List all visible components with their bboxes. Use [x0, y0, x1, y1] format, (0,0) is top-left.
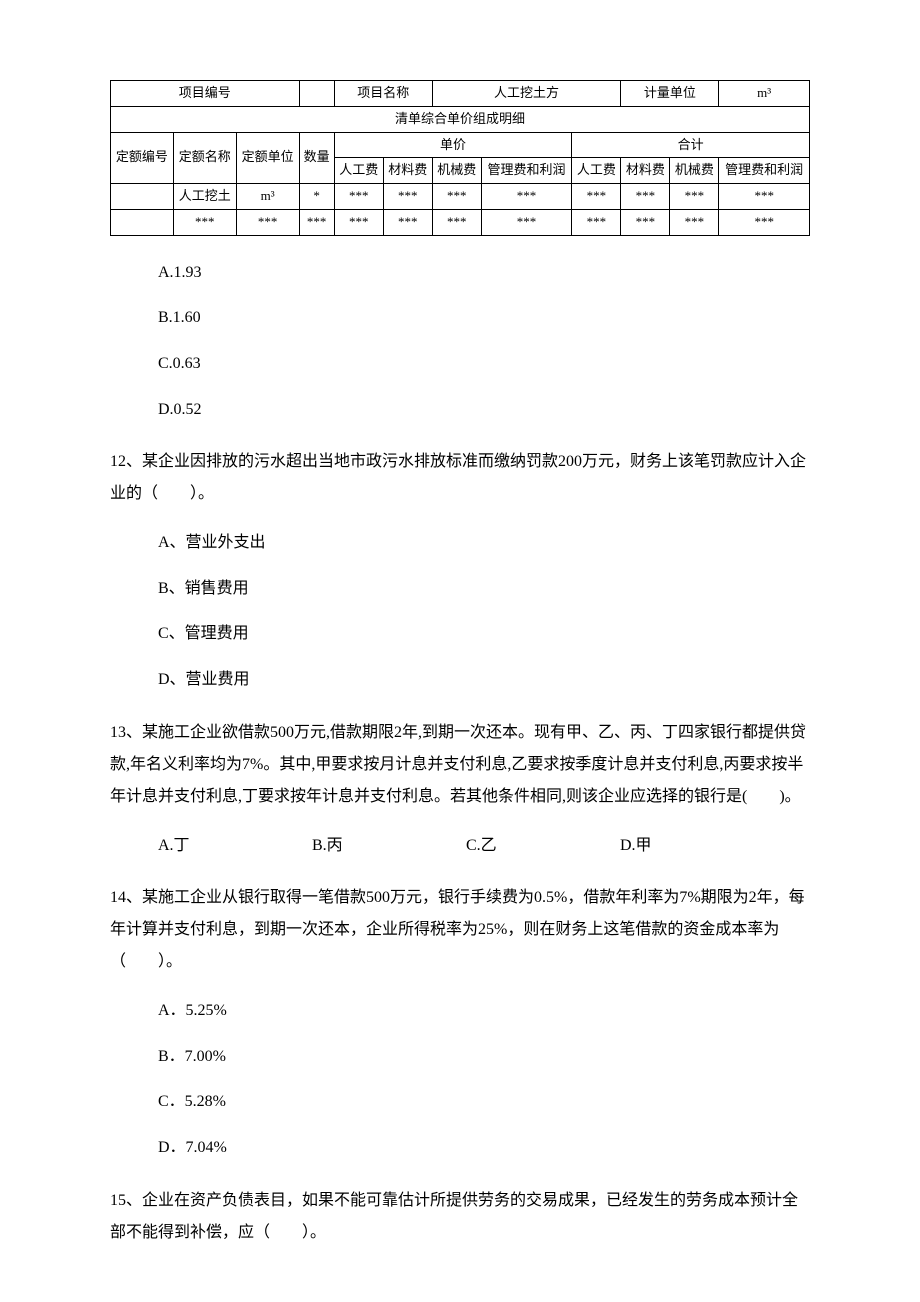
table-row: 人工挖土 m³ * *** *** *** *** *** *** *** **…	[111, 184, 810, 210]
table-row: *** *** *** *** *** *** *** *** *** *** …	[111, 209, 810, 235]
cell: ***	[481, 209, 572, 235]
cell: 人工挖土	[173, 184, 236, 210]
cell-unit-label: 计量单位	[621, 81, 719, 107]
cell-machine: 机械费	[432, 158, 481, 184]
option-d: D．7.04%	[158, 1135, 810, 1161]
q12-options: A、营业外支出 B、销售费用 C、管理费用 D、营业费用	[110, 530, 810, 692]
option-a: A．5.25%	[158, 998, 810, 1024]
question-13: 13、某施工企业欲借款500万元,借款期限2年,到期一次还本。现有甲、乙、丙、丁…	[110, 717, 810, 813]
cell-machine: 机械费	[670, 158, 719, 184]
document-page: 项目编号 项目名称 人工挖土方 计量单位 m³ 清单综合单价组成明细 定额编号 …	[0, 0, 920, 1297]
option-a: A.丁	[158, 833, 308, 859]
option-b: B、销售费用	[158, 576, 810, 602]
cell	[111, 209, 174, 235]
cell: ***	[670, 184, 719, 210]
cell-unit-value: m³	[719, 81, 810, 107]
cell-quantity: 数量	[299, 132, 334, 184]
option-b: B.丙	[312, 833, 462, 859]
table-row: 定额编号 定额名称 定额单位 数量 单价 合计	[111, 132, 810, 158]
cell	[111, 184, 174, 210]
cell: ***	[670, 209, 719, 235]
cell-detail-title: 清单综合单价组成明细	[111, 106, 810, 132]
option-c: C.0.63	[158, 351, 810, 377]
cell-unit-price: 单价	[334, 132, 572, 158]
option-b: B.1.60	[158, 305, 810, 331]
cell-quota-number: 定额编号	[111, 132, 174, 184]
cell-quota-unit: 定额单位	[236, 132, 299, 184]
cell: ***	[432, 184, 481, 210]
option-a: A.1.93	[158, 260, 810, 286]
question-12: 12、某企业因排放的污水超出当地市政污水排放标准而缴纳罚款200万元，财务上该笔…	[110, 446, 810, 510]
option-c: C、管理费用	[158, 621, 810, 647]
cell: m³	[236, 184, 299, 210]
question-15: 15、企业在资产负债表目，如果不能可靠估计所提供劳务的交易成果，已经发生的劳务成…	[110, 1185, 810, 1249]
cell-mgmt-profit: 管理费和利润	[719, 158, 810, 184]
option-c: C．5.28%	[158, 1089, 810, 1115]
cell: ***	[236, 209, 299, 235]
cell-material: 材料费	[383, 158, 432, 184]
cell-labor: 人工费	[572, 158, 621, 184]
table-row: 项目编号 项目名称 人工挖土方 计量单位 m³	[111, 81, 810, 107]
cell: ***	[432, 209, 481, 235]
option-b: B．7.00%	[158, 1044, 810, 1070]
cell-project-name-value: 人工挖土方	[432, 81, 621, 107]
cell: ***	[383, 209, 432, 235]
cell: ***	[334, 209, 383, 235]
cell: ***	[719, 184, 810, 210]
cell: ***	[299, 209, 334, 235]
cell: ***	[173, 209, 236, 235]
cell-quota-name: 定额名称	[173, 132, 236, 184]
option-d: D.0.52	[158, 397, 810, 423]
cell-material: 材料费	[621, 158, 670, 184]
cell: ***	[621, 184, 670, 210]
question-14: 14、某施工企业从银行取得一笔借款500万元，银行手续费为0.5%，借款年利率为…	[110, 882, 810, 978]
price-composition-table: 项目编号 项目名称 人工挖土方 计量单位 m³ 清单综合单价组成明细 定额编号 …	[110, 80, 810, 236]
cell-total: 合计	[572, 132, 810, 158]
table-row: 清单综合单价组成明细	[111, 106, 810, 132]
cell	[299, 81, 334, 107]
cell: ***	[383, 184, 432, 210]
q11-options: A.1.93 B.1.60 C.0.63 D.0.52	[110, 260, 810, 422]
option-d: D.甲	[620, 833, 770, 859]
q13-options: A.丁 B.丙 C.乙 D.甲	[110, 833, 810, 859]
cell: *	[299, 184, 334, 210]
cell-labor: 人工费	[334, 158, 383, 184]
option-c: C.乙	[466, 833, 616, 859]
cell-project-number-label: 项目编号	[111, 81, 300, 107]
cell: ***	[481, 184, 572, 210]
q14-options: A．5.25% B．7.00% C．5.28% D．7.04%	[110, 998, 810, 1160]
cell: ***	[621, 209, 670, 235]
cell: ***	[572, 209, 621, 235]
option-d: D、营业费用	[158, 667, 810, 693]
cell-mgmt-profit: 管理费和利润	[481, 158, 572, 184]
option-a: A、营业外支出	[158, 530, 810, 556]
cell-project-name-label: 项目名称	[334, 81, 432, 107]
cell: ***	[334, 184, 383, 210]
cell: ***	[572, 184, 621, 210]
cell: ***	[719, 209, 810, 235]
